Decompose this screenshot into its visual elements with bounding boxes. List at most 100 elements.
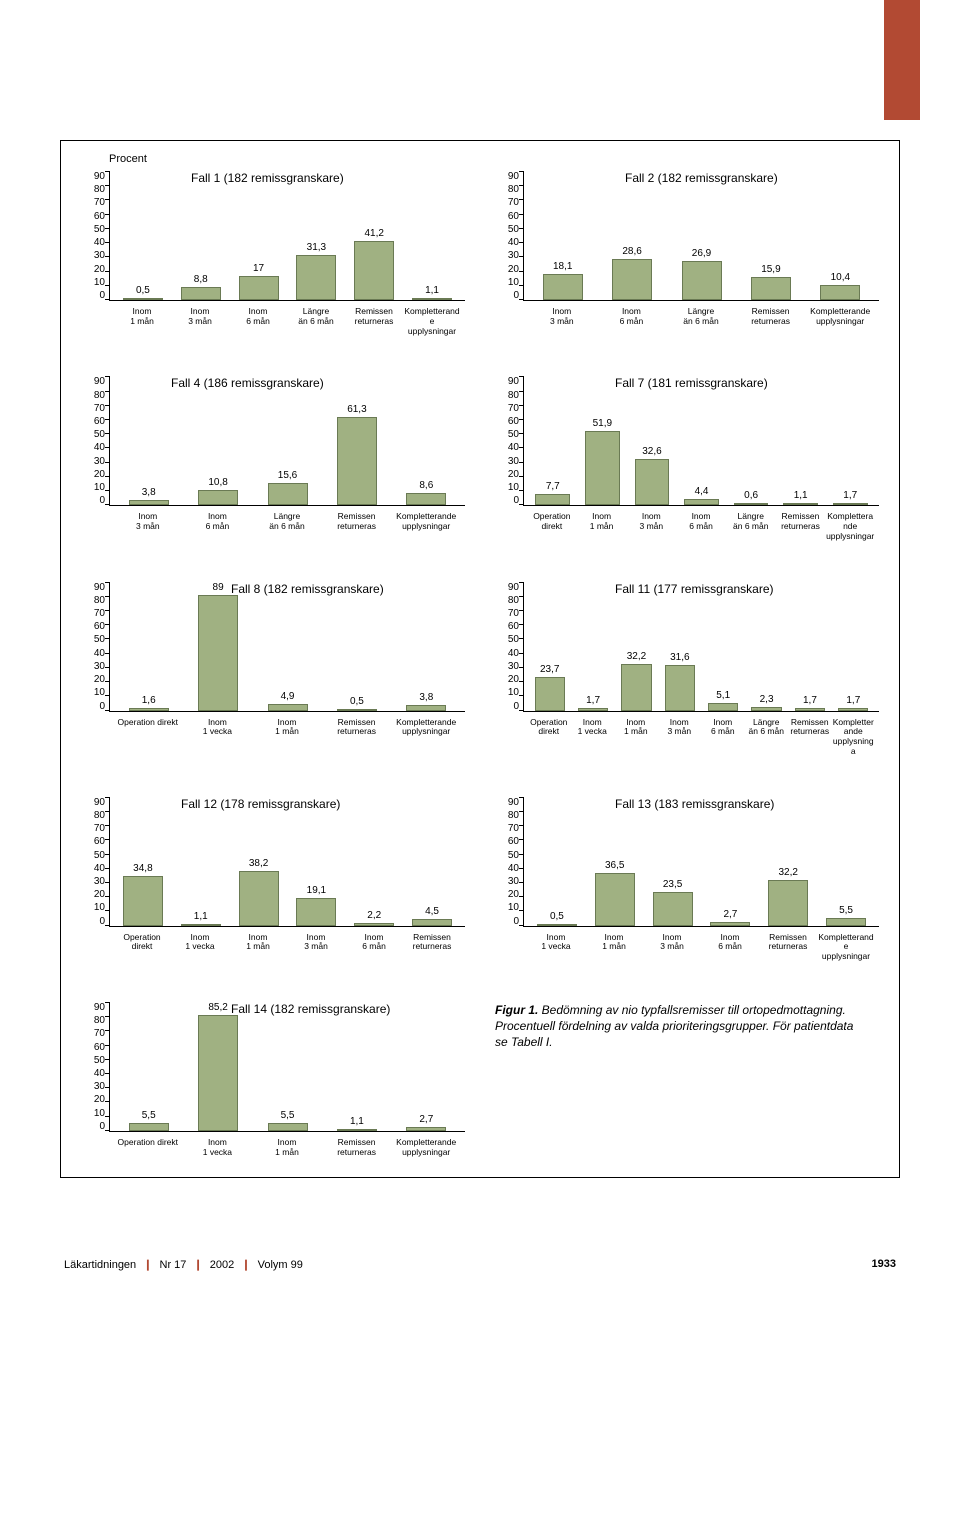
- bar-value-label: 2,7: [419, 1114, 433, 1125]
- bar: [682, 261, 722, 300]
- y-tick-label: 20: [81, 469, 105, 480]
- x-label: Kompletterandeupplysningar: [391, 512, 461, 532]
- bar-value-label: 32,6: [642, 446, 661, 457]
- y-ticks: [519, 171, 524, 300]
- bar-value-label: 1,1: [794, 490, 808, 501]
- y-tick-label: 40: [81, 237, 105, 248]
- y-tick-mark: [519, 825, 524, 826]
- x-label: Remissenreturneras: [322, 1138, 392, 1158]
- plot-area: 0,536,523,52,732,25,5: [523, 797, 879, 927]
- bar-group: 1,6: [114, 582, 183, 711]
- bar-group: 0,6: [726, 376, 776, 505]
- bar-value-label: 26,9: [692, 248, 711, 259]
- x-labels: Operation direktInom1 veckaInom1 månRemi…: [109, 718, 465, 738]
- y-tick-label: 20: [495, 889, 519, 900]
- bar-value-label: 0,6: [744, 490, 758, 501]
- y-tick-label: 10: [81, 277, 105, 288]
- y-tick-label: 30: [495, 250, 519, 261]
- y-tick-mark: [105, 854, 110, 855]
- y-tick-mark: [519, 811, 524, 812]
- section-tab: [884, 0, 920, 120]
- y-tick-mark: [105, 1002, 110, 1003]
- y-tick-label: 70: [495, 608, 519, 619]
- y-tick-mark: [105, 839, 110, 840]
- y-tick-label: 30: [81, 876, 105, 887]
- y-tick-label: 60: [495, 211, 519, 222]
- x-label: Operationdirekt: [527, 512, 577, 541]
- bar-value-label: 0,5: [350, 696, 364, 707]
- bar-value-label: 2,2: [367, 910, 381, 921]
- y-tick-label: 30: [81, 1081, 105, 1092]
- y-tick-mark: [519, 228, 524, 229]
- bar: [795, 708, 825, 710]
- y-tick-mark: [105, 638, 110, 639]
- x-label: Remissenreturneras: [788, 718, 832, 757]
- bar-group: 23,5: [644, 797, 702, 926]
- x-labels: OperationdirektInom1 månInom3 månInom6 m…: [523, 512, 879, 541]
- bar: [406, 1127, 446, 1131]
- x-label: Remissenreturneras: [403, 933, 461, 953]
- bar: [768, 880, 808, 926]
- y-tick-label: 80: [81, 810, 105, 821]
- y-tick-label: 30: [81, 250, 105, 261]
- bar: [198, 595, 238, 711]
- y-tick-mark: [105, 171, 110, 172]
- y-tick-mark: [519, 596, 524, 597]
- bar-value-label: 89: [213, 582, 224, 593]
- y-tick-mark: [519, 797, 524, 798]
- y-tick-label: 10: [495, 482, 519, 493]
- caption-label: Figur 1.: [495, 1003, 538, 1017]
- x-label: Kompletterandeupplysningar: [825, 512, 875, 541]
- y-tick-mark: [105, 271, 110, 272]
- bar-value-label: 41,2: [364, 228, 383, 239]
- bar-group: 2,7: [701, 797, 759, 926]
- y-tick-mark: [519, 896, 524, 897]
- y-tick-label: 80: [81, 595, 105, 606]
- y-tick-mark: [105, 910, 110, 911]
- bar-group: 3,8: [114, 376, 183, 505]
- bar-value-label: 18,1: [553, 261, 572, 272]
- y-tick-mark: [105, 285, 110, 286]
- bar-group: 31,6: [658, 582, 701, 711]
- bar-group: 5,5: [817, 797, 875, 926]
- x-label: Kompletterandeupplysningar: [391, 718, 461, 738]
- chart-grid: Procent9080706050403020100Fall 1 (182 re…: [81, 171, 879, 1157]
- bar: [684, 499, 719, 505]
- y-tick-mark: [105, 882, 110, 883]
- y-tick-label: 40: [81, 442, 105, 453]
- y-tick-label: 60: [495, 621, 519, 632]
- x-labels: OperationdirektInom1 veckaInom1 månInom3…: [109, 933, 465, 953]
- y-tick-mark: [519, 490, 524, 491]
- x-label: Operation direkt: [113, 718, 183, 738]
- y-tick-mark: [105, 624, 110, 625]
- chart-fall4: 9080706050403020100Fall 4 (186 remissgra…: [81, 376, 465, 541]
- y-tick-mark: [519, 256, 524, 257]
- bar-value-label: 4,4: [695, 486, 709, 497]
- y-tick-label: 0: [495, 916, 519, 927]
- bar-value-label: 0,5: [550, 911, 564, 922]
- bar-value-label: 1,7: [843, 490, 857, 501]
- bar: [337, 1129, 377, 1131]
- bar-group: 28,6: [597, 171, 666, 300]
- y-tick-label: 30: [495, 456, 519, 467]
- footer-sep-icon: ❙: [189, 1259, 206, 1271]
- bar-value-label: 1,1: [425, 285, 439, 296]
- x-label: Kompletterandeupplysningar: [391, 1138, 461, 1158]
- y-tick-label: 50: [495, 850, 519, 861]
- bar-value-label: 17: [253, 263, 264, 274]
- y-tick-mark: [105, 1101, 110, 1102]
- bar-group: 51,9: [578, 376, 628, 505]
- bar: [537, 924, 577, 926]
- bar-value-label: 4,5: [425, 906, 439, 917]
- y-tick-label: 20: [81, 674, 105, 685]
- bar-group: 36,5: [586, 797, 644, 926]
- bar-group: 38,2: [230, 797, 288, 926]
- y-tick-label: 60: [495, 836, 519, 847]
- bar-group: 61,3: [322, 376, 391, 505]
- bar-group: 10,4: [806, 171, 875, 300]
- y-tick-mark: [105, 447, 110, 448]
- bar: [123, 876, 163, 926]
- y-tick-mark: [105, 596, 110, 597]
- y-tick-mark: [105, 667, 110, 668]
- figure-frame: Procent9080706050403020100Fall 1 (182 re…: [60, 140, 900, 1178]
